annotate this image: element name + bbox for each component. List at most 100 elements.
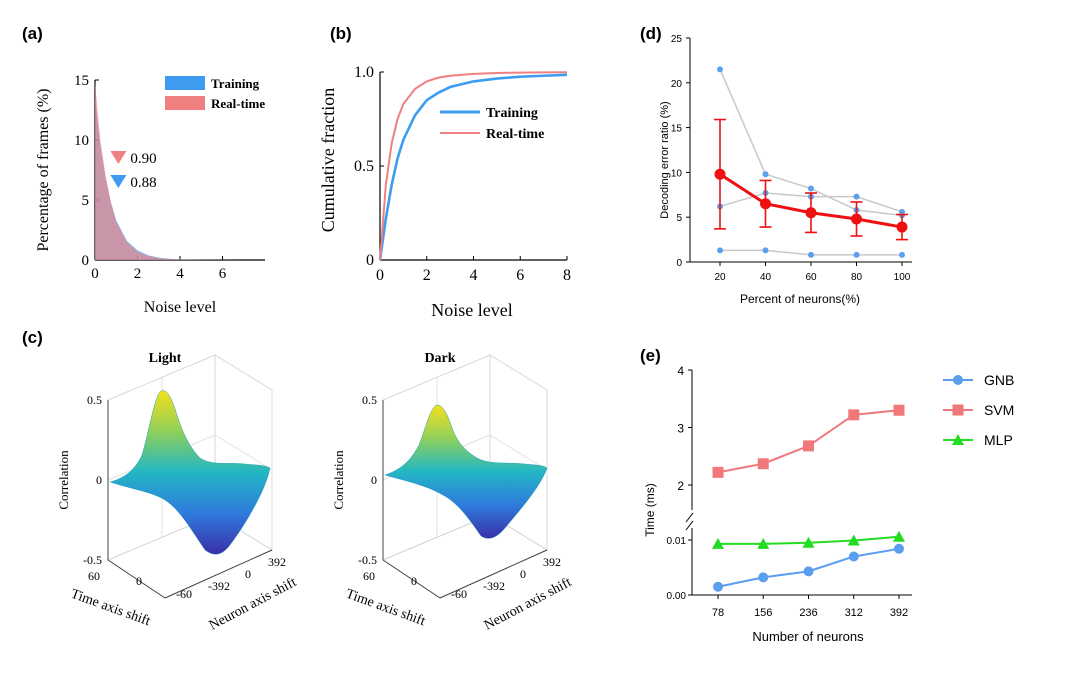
y-tick-label-a: 0 xyxy=(82,253,90,269)
point-mlp xyxy=(802,536,815,548)
annotation-training: 0.88 xyxy=(130,175,156,191)
point-svm xyxy=(893,404,905,416)
y-tick-label-d: 15 xyxy=(671,124,683,135)
legend-label-mlp: MLP xyxy=(984,432,1013,448)
axis-break-2 xyxy=(685,520,694,531)
annotation-realtime: 0.90 xyxy=(130,151,156,167)
x-tick-label-d: 40 xyxy=(760,272,772,283)
x-tick-label-b: 0 xyxy=(376,267,384,284)
marker-realtime xyxy=(110,151,127,164)
ztick-c-light-0: 0.5 xyxy=(87,393,102,407)
individual-point-0 xyxy=(717,66,723,73)
ztick-c-light-1: 0 xyxy=(96,473,102,487)
mean-point xyxy=(896,221,908,233)
point-gnb xyxy=(894,543,904,554)
mean-point xyxy=(805,207,817,219)
y-tick-label-d: 10 xyxy=(671,168,683,179)
xtick-c-dark-2: -60 xyxy=(451,587,467,601)
legend-marker-gnb xyxy=(953,375,963,385)
floor-c-dark xyxy=(381,514,549,599)
x-tick-label-d: 60 xyxy=(805,272,817,283)
x-tick-label-b: 4 xyxy=(470,267,478,284)
grid-c-dark-2 xyxy=(489,434,548,471)
y-tick-label-d: 20 xyxy=(671,79,683,90)
xtick-c-light-2: -60 xyxy=(176,587,192,601)
ytick-c-light-0: 392 xyxy=(268,555,286,569)
point-svm xyxy=(803,440,814,452)
point-mlp xyxy=(712,537,724,549)
mean-point xyxy=(714,168,726,180)
chart-d: Decoding error ratio (%) Percent of neur… xyxy=(659,34,912,306)
legend-marker-svm xyxy=(952,404,964,416)
ztick-c-dark-0: 0.5 xyxy=(362,393,377,407)
axis-break-1 xyxy=(685,512,694,523)
area-real-time xyxy=(95,82,265,261)
point-gnb xyxy=(758,572,769,583)
yaxis-c-light xyxy=(164,549,273,599)
x-tick-label-b: 2 xyxy=(423,267,431,284)
legend-label-gnb: GNB xyxy=(984,372,1014,388)
xlabel-c-dark: Time axis shift xyxy=(344,587,428,630)
mean-point xyxy=(760,198,771,210)
legend-label-training: Training xyxy=(211,76,260,91)
y-tick-label-a: 15 xyxy=(74,73,89,89)
y-tick-label-d: 5 xyxy=(676,213,682,224)
x-tick-label-d: 80 xyxy=(851,272,863,283)
individual-point-0 xyxy=(808,185,814,192)
individual-point-2 xyxy=(899,251,905,258)
ylabel-e: Time (ms) xyxy=(643,483,657,537)
point-svm xyxy=(757,458,769,470)
x-tick-label-a: 4 xyxy=(176,266,184,282)
individual-point-1 xyxy=(853,193,860,200)
ylabel-d: Decoding error ratio (%) xyxy=(659,101,671,218)
x-tick-label-a: 6 xyxy=(219,266,227,282)
yaxis-c-dark xyxy=(439,549,548,599)
legend-label-svm: SVM xyxy=(984,402,1014,418)
ztick-c-dark-2: -0.5 xyxy=(358,553,377,567)
panel-label-e: (e) xyxy=(640,346,661,365)
x-tick-label-d: 20 xyxy=(714,272,726,283)
panel-label-b: (b) xyxy=(330,24,352,43)
surface-c-light xyxy=(109,390,271,555)
marker-training xyxy=(110,175,127,188)
legend-e: GNB SVM MLP xyxy=(943,372,1014,448)
chart-b: Training Real-time Cumulative fraction N… xyxy=(318,64,571,320)
ztick-c-dark-1: 0 xyxy=(371,473,377,487)
y-tick-label-b: 1.0 xyxy=(354,64,374,81)
legend-label-training-b: Training xyxy=(486,106,538,121)
xaxis-c-dark xyxy=(382,559,441,599)
surface-c-dark xyxy=(384,404,548,539)
ylabel-a: Percentage of frames (%) xyxy=(35,88,52,251)
point-svm xyxy=(712,466,724,478)
zlabel-c-dark: Correlation xyxy=(331,450,346,510)
xtick-c-dark-0: 60 xyxy=(363,569,375,583)
panel-label-d: (d) xyxy=(640,24,662,43)
ytick-c-dark-0: 392 xyxy=(543,555,561,569)
legend-b: Training Real-time xyxy=(440,106,544,142)
point-mlp xyxy=(757,537,770,549)
ytick-c-light-2: -392 xyxy=(208,579,230,593)
ytick-c-light-1: 0 xyxy=(245,567,251,581)
y-tick-label-e: 4 xyxy=(677,364,684,378)
y-tick-label-b: 0.5 xyxy=(354,158,374,175)
legend-label-realtime-b: Real-time xyxy=(486,127,544,142)
x-tick-label-e: 392 xyxy=(890,607,908,619)
individual-point-2 xyxy=(853,251,860,258)
grid-c-light-2 xyxy=(214,434,273,471)
chart-a: Training Real-time Percentage of frames … xyxy=(35,73,265,316)
legend-swatch-realtime xyxy=(165,96,205,110)
x-tick-label-a: 2 xyxy=(134,266,142,282)
x-tick-label-e: 236 xyxy=(799,607,817,619)
mean-point xyxy=(851,213,862,225)
legend-marker-mlp xyxy=(952,434,964,445)
chart-c-dark: Dark 0.5 0 -0.5 60 0 -60 392 0 -392 Corr… xyxy=(331,351,574,630)
point-mlp xyxy=(893,530,905,542)
xlabel-a: Noise level xyxy=(144,299,217,316)
y-tick-label-d: 25 xyxy=(671,34,683,45)
point-svm xyxy=(848,409,860,421)
line-real-time xyxy=(379,71,568,261)
xtick-c-dark-1: 0 xyxy=(411,574,417,588)
individual-point-2 xyxy=(762,247,769,254)
ztick-c-light-2: -0.5 xyxy=(83,553,102,567)
